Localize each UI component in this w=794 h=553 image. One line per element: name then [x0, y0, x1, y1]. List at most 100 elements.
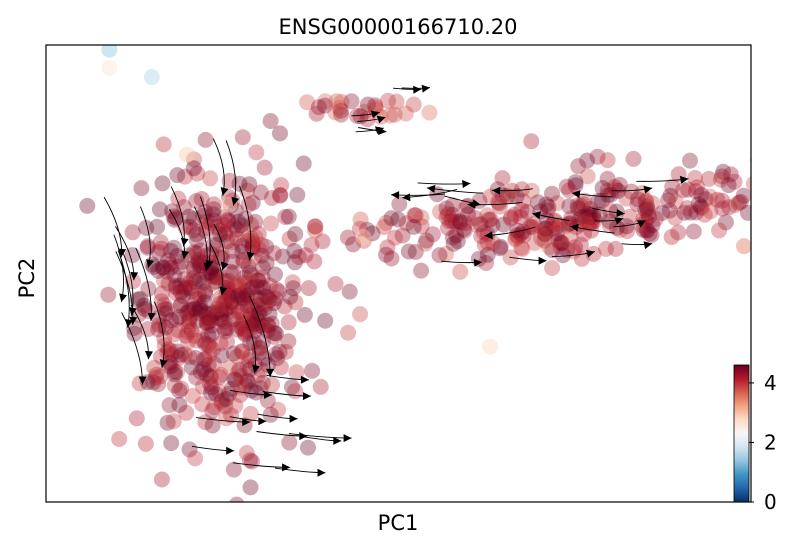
data-point: [714, 200, 731, 217]
velocity-arrow: [159, 359, 168, 368]
data-point: [697, 191, 714, 208]
data-point: [191, 300, 208, 317]
streamline: [212, 138, 225, 196]
streamline: [232, 462, 291, 468]
data-point: [312, 378, 329, 395]
data-point: [274, 248, 291, 265]
data-point: [554, 247, 571, 264]
data-point: [163, 435, 180, 452]
data-point: [206, 356, 223, 373]
data-point: [206, 304, 223, 321]
data-point: [594, 180, 611, 196]
data-point: [213, 347, 230, 364]
data-point: [159, 344, 176, 361]
data-point: [203, 384, 220, 401]
data-point: [124, 224, 141, 241]
data-point: [262, 113, 279, 129]
data-point: [188, 332, 205, 349]
data-point: [187, 450, 204, 467]
data-point: [641, 225, 658, 242]
data-point: [185, 259, 202, 276]
data-point: [253, 236, 270, 253]
data-point: [413, 209, 430, 226]
data-point: [241, 348, 258, 365]
data-point: [406, 207, 423, 224]
velocity-arrow: [242, 418, 251, 427]
data-point: [720, 177, 737, 194]
data-point: [153, 293, 170, 310]
data-point: [383, 210, 400, 227]
data-point: [317, 93, 334, 110]
data-point: [378, 214, 395, 231]
data-point: [205, 196, 222, 213]
data-point: [745, 176, 751, 192]
data-point: [172, 284, 189, 300]
data-point: [287, 294, 304, 311]
data-point: [203, 317, 220, 334]
data-point: [550, 232, 567, 249]
velocity-arrow: [586, 249, 595, 258]
data-point: [220, 281, 237, 298]
data-point: [618, 218, 635, 235]
data-point: [234, 224, 251, 241]
data-point: [243, 230, 260, 247]
data-point: [216, 209, 233, 226]
data-point: [582, 215, 599, 232]
data-point: [537, 220, 553, 237]
data-point: [540, 198, 557, 215]
data-point: [231, 175, 248, 192]
data-point: [440, 219, 456, 236]
data-point: [261, 306, 278, 323]
data-point: [193, 191, 210, 207]
data-point: [192, 257, 209, 274]
data-point: [178, 404, 195, 421]
data-point: [140, 321, 157, 337]
data-point: [585, 245, 602, 262]
data-point: [386, 106, 403, 123]
data-point: [201, 375, 218, 392]
data-point: [163, 346, 180, 363]
data-point: [440, 206, 457, 223]
data-point: [503, 209, 519, 226]
data-point: [508, 188, 525, 205]
data-point: [380, 92, 396, 109]
data-point: [100, 286, 117, 303]
data-point: [327, 276, 344, 292]
data-point: [507, 231, 524, 248]
data-point: [243, 310, 260, 327]
data-point: [240, 373, 256, 390]
data-point: [629, 191, 646, 208]
data-point: [256, 296, 273, 313]
data-point: [378, 246, 395, 263]
data-point: [143, 69, 160, 85]
velocity-arrow: [421, 84, 430, 93]
velocity-arrow: [643, 241, 653, 250]
data-point: [367, 97, 384, 114]
data-point: [536, 226, 553, 243]
data-point: [239, 297, 256, 314]
data-point: [181, 302, 197, 319]
data-point: [152, 368, 169, 385]
data-point: [523, 182, 540, 199]
data-point: [182, 218, 199, 235]
colorbar-gradient: [733, 364, 750, 503]
data-point: [196, 294, 213, 311]
data-point: [223, 380, 240, 397]
data-point: [224, 234, 241, 251]
data-point: [479, 207, 496, 224]
data-point: [284, 379, 300, 395]
data-point: [341, 283, 358, 300]
data-point: [563, 210, 580, 227]
data-point: [281, 434, 298, 451]
data-point: [205, 212, 222, 229]
data-point: [260, 289, 276, 306]
data-point: [173, 346, 190, 363]
velocity-arrow: [317, 468, 326, 477]
data-point: [136, 297, 153, 314]
velocity-arrow: [205, 260, 214, 269]
velocity-arrow: [570, 223, 579, 232]
points-layer: [79, 45, 751, 502]
data-point: [208, 386, 224, 402]
data-point: [212, 335, 229, 352]
data-point: [582, 201, 599, 217]
